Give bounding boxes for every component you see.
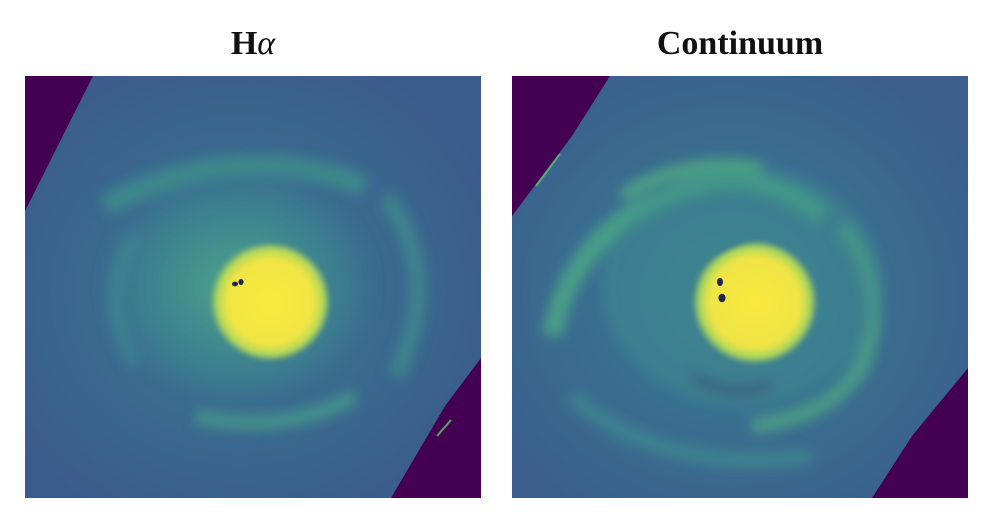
core-dark-spot <box>232 281 238 287</box>
edge-streak <box>535 153 561 187</box>
core-dark-spot <box>718 293 726 303</box>
bright-core <box>209 242 331 362</box>
halpha-image-panel <box>25 76 481 498</box>
continuum-image-panel <box>512 76 968 498</box>
title-greek-letter: α <box>257 25 276 62</box>
title-main: H <box>230 25 258 62</box>
core-dark-spot <box>238 279 244 285</box>
bright-core <box>691 239 818 365</box>
panel-title-continuum: Continuum <box>512 22 968 66</box>
panel-title-halpha: Hα <box>25 22 481 66</box>
halpha-image <box>25 76 481 498</box>
continuum-image <box>512 76 968 498</box>
edge-streak <box>436 419 452 437</box>
core-dark-spot <box>717 278 723 286</box>
title-main: Continuum <box>656 25 824 62</box>
